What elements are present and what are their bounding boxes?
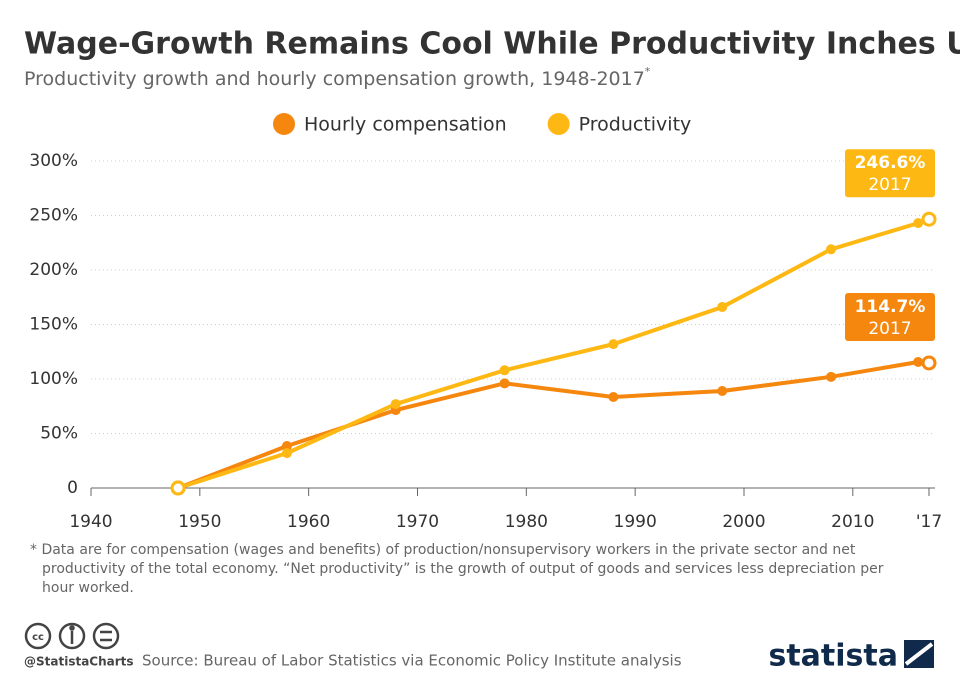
callout-box bbox=[845, 292, 935, 341]
chart-subtitle: Productivity growth and hourly compensat… bbox=[24, 65, 651, 90]
x-tick-label: 1960 bbox=[287, 512, 330, 532]
x-tick-label: 2010 bbox=[831, 512, 874, 532]
data-point bbox=[921, 355, 937, 371]
y-tick-label: 200% bbox=[29, 260, 78, 280]
cc-text: cc bbox=[32, 632, 44, 643]
legend-label: Hourly compensation bbox=[304, 114, 507, 136]
data-point bbox=[390, 399, 401, 410]
data-point bbox=[608, 339, 619, 350]
data-point bbox=[499, 378, 510, 389]
data-point bbox=[717, 385, 728, 396]
series-line bbox=[177, 359, 930, 490]
license-icons bbox=[24, 622, 120, 650]
data-point bbox=[608, 391, 619, 402]
footer: cc @StatistaCharts Source: Bureau of Lab… bbox=[24, 622, 934, 674]
data-point bbox=[913, 218, 924, 229]
x-tick-label: 2000 bbox=[722, 512, 765, 532]
subtitle-text: Productivity growth and hourly compensat… bbox=[24, 68, 645, 90]
subtitle-mark: * bbox=[645, 65, 651, 78]
x-tick-label: 1970 bbox=[396, 512, 439, 532]
callout-year: 2017 bbox=[868, 175, 911, 195]
data-point bbox=[913, 356, 924, 367]
data-point bbox=[826, 371, 837, 382]
data-point bbox=[281, 448, 292, 459]
source: Source: Bureau of Labor Statistics via E… bbox=[142, 652, 682, 670]
brand-logo-stroke bbox=[904, 642, 934, 666]
legend-swatch bbox=[273, 113, 295, 135]
footnote-line: * Data are for compensation (wages and b… bbox=[30, 542, 856, 558]
legend-label: Productivity bbox=[579, 114, 692, 136]
data-point bbox=[499, 365, 510, 376]
data-point bbox=[170, 480, 186, 496]
data-point bbox=[826, 244, 837, 255]
y-tick-label: 50% bbox=[40, 424, 78, 444]
data-point bbox=[921, 211, 937, 227]
data-point bbox=[717, 302, 728, 313]
x-tick-label: 1940 bbox=[69, 512, 112, 532]
y-tick-label: 300% bbox=[29, 151, 78, 171]
callout-year: 2017 bbox=[868, 319, 911, 339]
y-tick-label: 100% bbox=[29, 369, 78, 389]
legend-swatch bbox=[547, 113, 570, 135]
brand: statista bbox=[768, 639, 898, 674]
footnote-line: productivity of the total economy. “Net … bbox=[42, 561, 884, 577]
chart-title: Wage-Growth Remains Cool While Productiv… bbox=[24, 27, 960, 62]
callout-value: 246.6% bbox=[855, 153, 926, 173]
handle: @StatistaCharts bbox=[24, 655, 134, 669]
y-tick-label: 150% bbox=[29, 315, 78, 335]
data-point bbox=[281, 441, 292, 452]
y-tick-label: 250% bbox=[29, 206, 78, 226]
footnote-line: hour worked. bbox=[42, 580, 134, 596]
x-tick-label: 1950 bbox=[178, 512, 221, 532]
x-tick-label: 1980 bbox=[505, 512, 548, 532]
footnote: * Data are for compensation (wages and b… bbox=[30, 542, 884, 596]
callout-value: 114.7% bbox=[855, 297, 926, 317]
callout-box bbox=[845, 149, 935, 198]
x-tick-label: 1990 bbox=[614, 512, 657, 532]
y-tick-label: 0 bbox=[67, 478, 78, 498]
x-tick-label: '17 bbox=[916, 512, 942, 532]
